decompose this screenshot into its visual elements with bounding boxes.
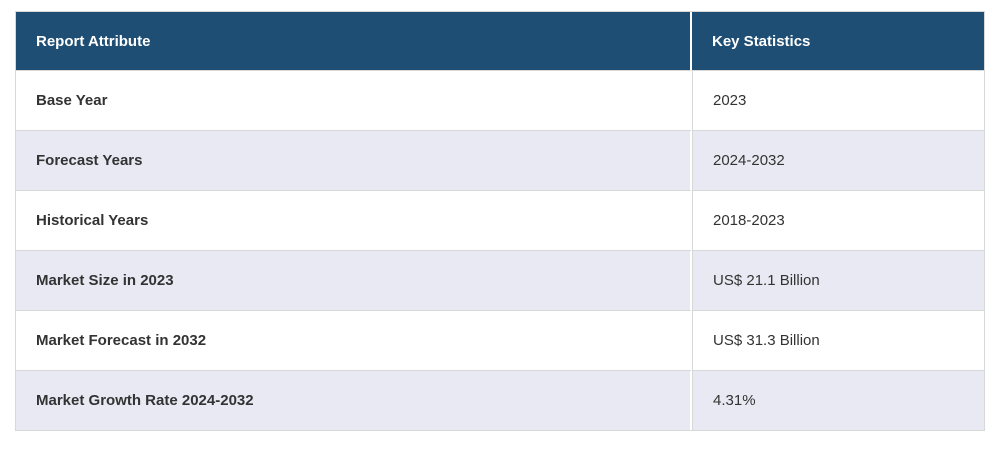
table-header-row: Report Attribute Key Statistics bbox=[16, 12, 984, 70]
value-cell: 2018-2023 bbox=[692, 190, 984, 250]
table-row: Base Year 2023 bbox=[16, 70, 984, 130]
attribute-cell: Market Growth Rate 2024-2032 bbox=[16, 370, 692, 430]
value-cell: 4.31% bbox=[692, 370, 984, 430]
attribute-cell: Market Size in 2023 bbox=[16, 250, 692, 310]
report-attributes-table: Report Attribute Key Statistics Base Yea… bbox=[15, 11, 985, 431]
attribute-cell: Forecast Years bbox=[16, 130, 692, 190]
table-row: Historical Years 2018-2023 bbox=[16, 190, 984, 250]
table-body: Base Year 2023 Forecast Years 2024-2032 Hist… bbox=[16, 70, 984, 430]
table-row: Market Forecast in 2032 US$ 31.3 Billion bbox=[16, 310, 984, 370]
attribute-cell: Market Forecast in 2032 bbox=[16, 310, 692, 370]
value-cell: 2023 bbox=[692, 70, 984, 130]
column-header-key-statistics: Key Statistics bbox=[692, 12, 984, 70]
attribute-cell: Base Year bbox=[16, 70, 692, 130]
column-header-report-attribute: Report Attribute bbox=[16, 12, 692, 70]
attribute-cell: Historical Years bbox=[16, 190, 692, 250]
value-cell: US$ 31.3 Billion bbox=[692, 310, 984, 370]
table-row: Forecast Years 2024-2032 bbox=[16, 130, 984, 190]
value-cell: 2024-2032 bbox=[692, 130, 984, 190]
value-cell: US$ 21.1 Billion bbox=[692, 250, 984, 310]
table-row: Market Growth Rate 2024-2032 4.31% bbox=[16, 370, 984, 430]
page: Report Attribute Key Statistics Base Yea… bbox=[15, 11, 985, 431]
table-row: Market Size in 2023 US$ 21.1 Billion bbox=[16, 250, 984, 310]
